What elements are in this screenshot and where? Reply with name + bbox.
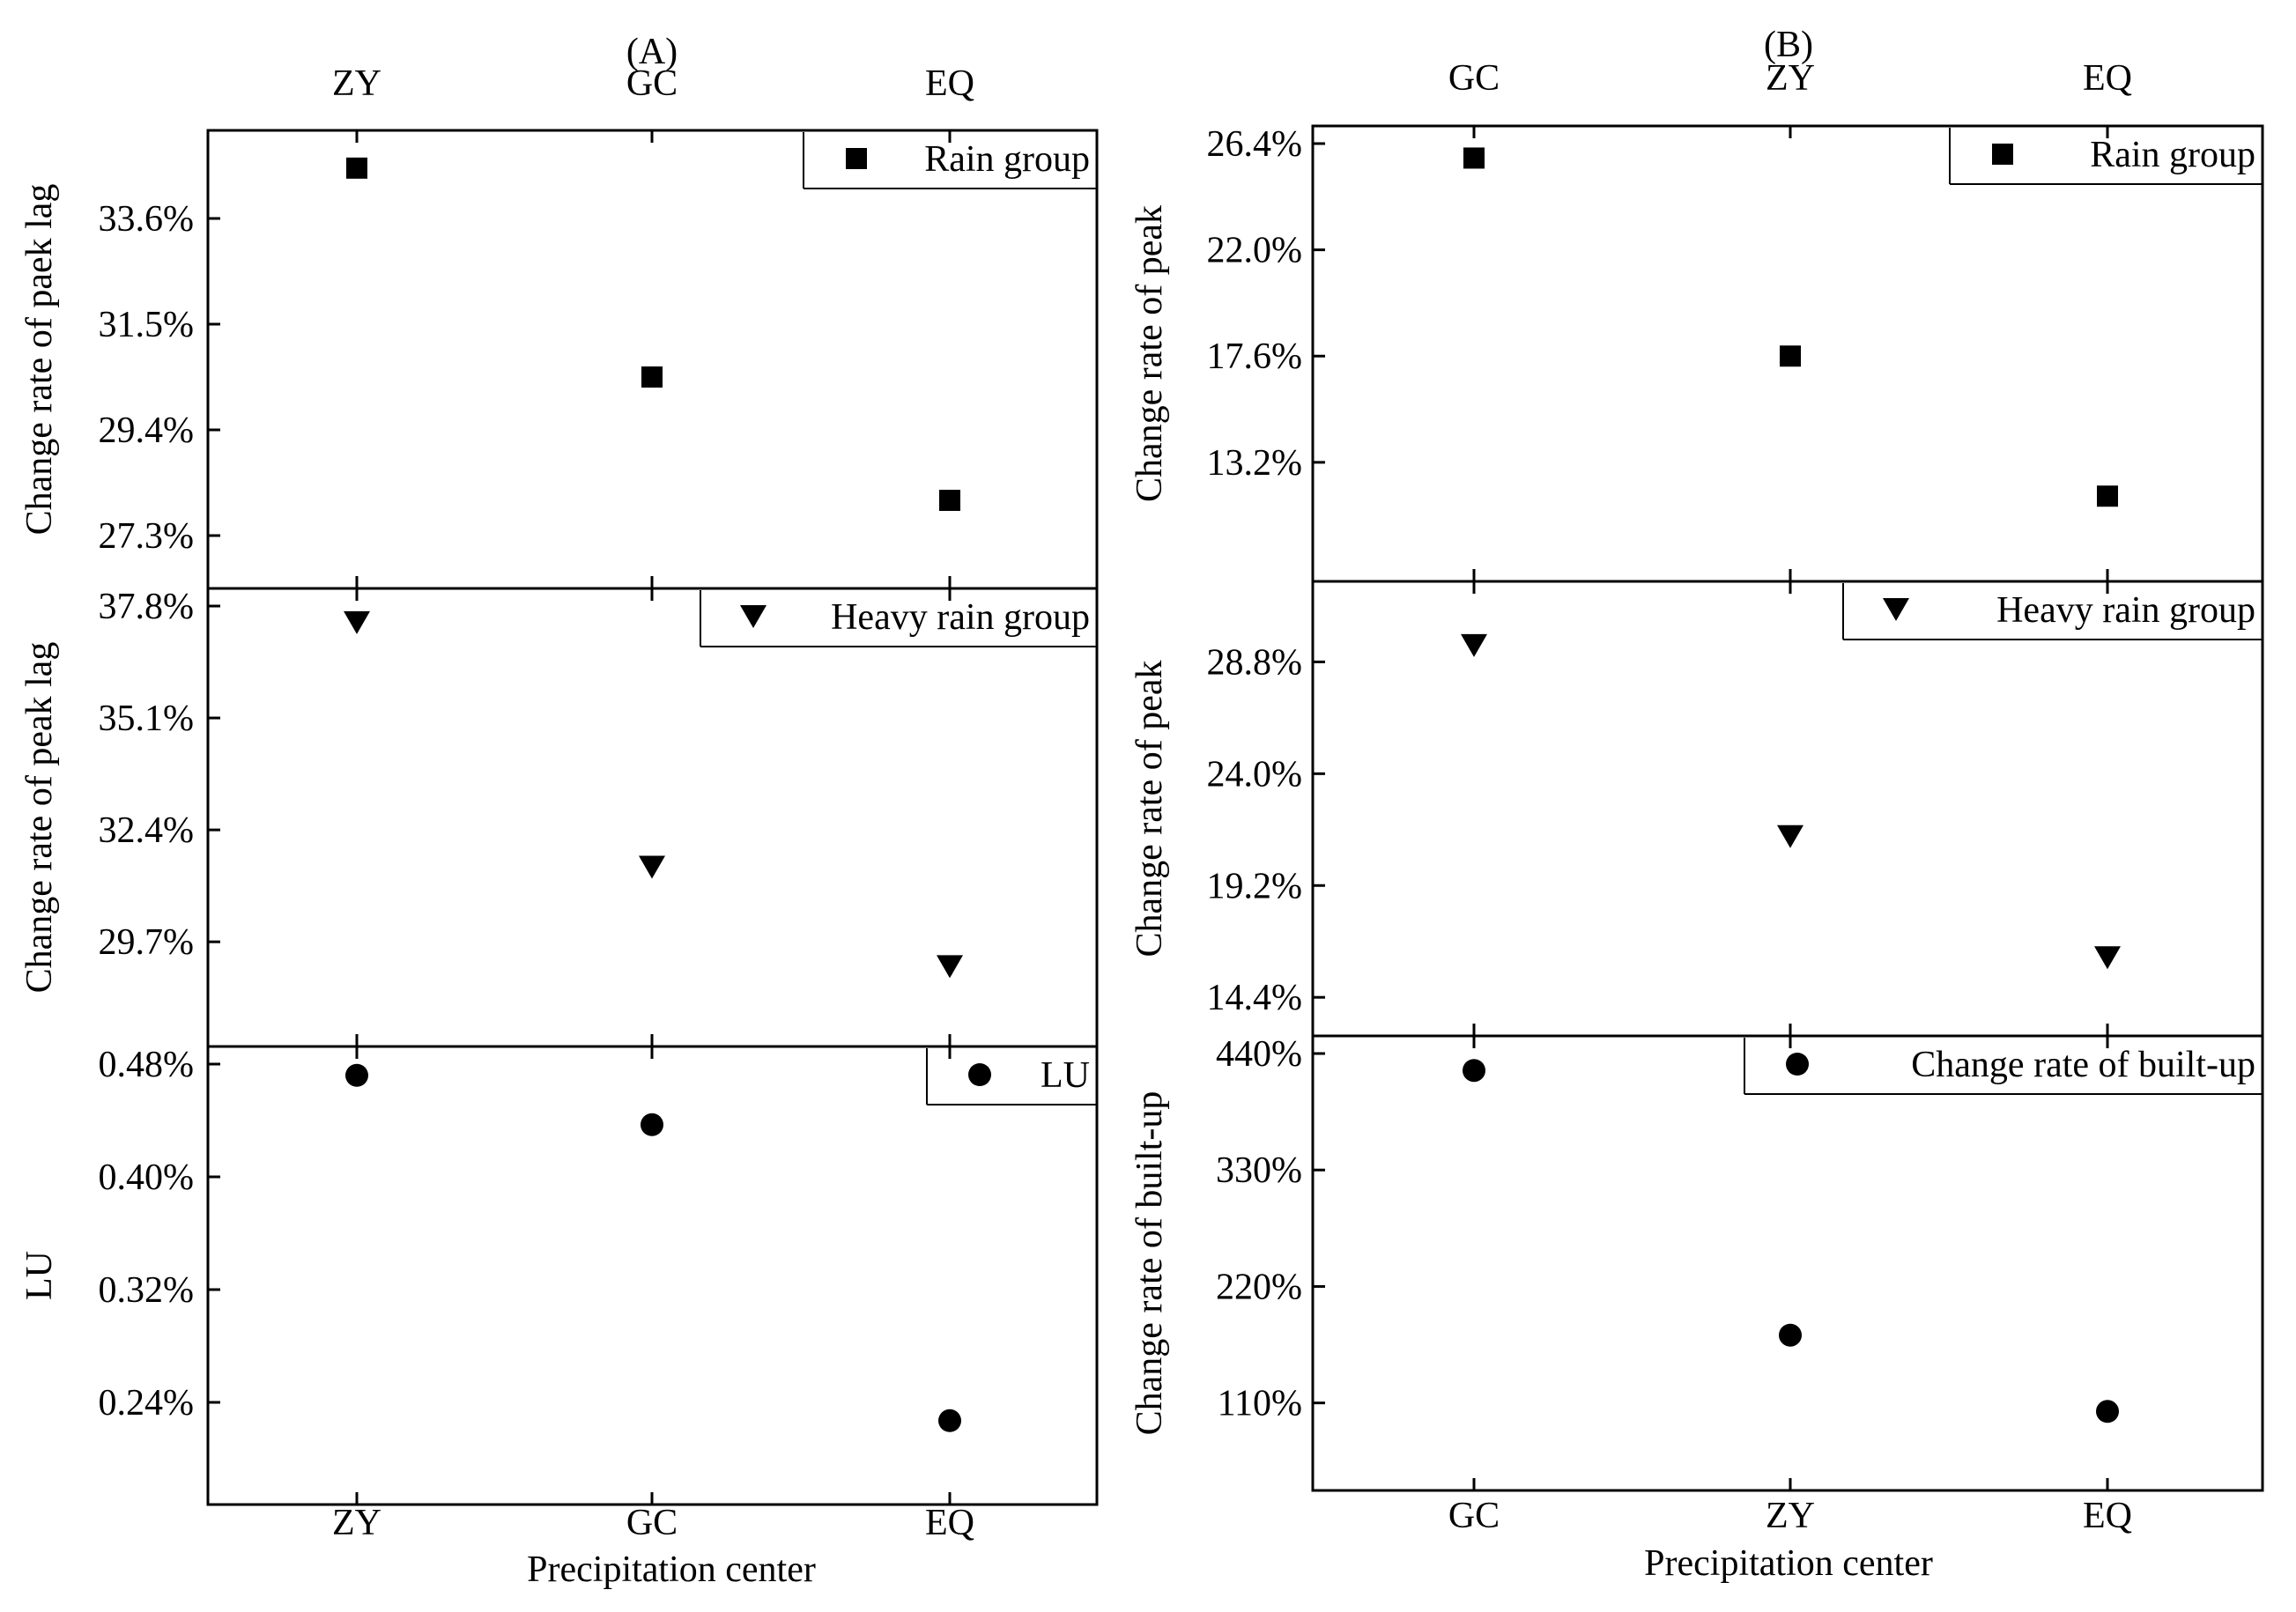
- pb1-ytick-label: 17.6%: [1207, 336, 1303, 377]
- pb1-point-gc: [1463, 147, 1485, 169]
- pa2-ytick-label: 37.8%: [99, 587, 195, 627]
- cat-bottom-1-eq: EQ: [2083, 1496, 2132, 1536]
- panel-tag-a: (A): [626, 32, 678, 72]
- pb3-ytick-label: 440%: [1216, 1034, 1302, 1075]
- pa1-ytick-label: 27.3%: [99, 516, 195, 557]
- pb3-point-eq: [2096, 1400, 2119, 1423]
- pb1-point-zy: [1780, 345, 1801, 367]
- pb1-ytick-label: 13.2%: [1207, 443, 1303, 484]
- pb3-legend-marker: [1786, 1053, 1809, 1076]
- pa3-point-eq: [938, 1409, 961, 1432]
- pa2-frame: [206, 587, 1099, 1048]
- cat-bottom-0-zy: ZY: [332, 1503, 381, 1543]
- cat-top-0-eq: EQ: [925, 63, 974, 104]
- pb2-ytick-label: 19.2%: [1207, 866, 1303, 906]
- pb3-point-zy: [1779, 1323, 1802, 1347]
- panel-tag-b: (B): [1764, 25, 1813, 65]
- cat-top-1-zy: ZY: [1766, 58, 1815, 99]
- cat-top-0-gc: GC: [626, 63, 678, 104]
- cat-top-1-gc: GC: [1448, 58, 1500, 99]
- cat-bottom-1-gc: GC: [1448, 1496, 1500, 1536]
- pa2-legend-marker: [740, 605, 767, 628]
- cat-bottom-1-zy: ZY: [1766, 1496, 1815, 1536]
- pa1-y-axis-title: Change rate of paek lag: [19, 184, 60, 536]
- pb3-ytick-label: 330%: [1216, 1150, 1302, 1191]
- pb3-legend-label: Change rate of built-up: [1911, 1045, 2255, 1085]
- pa1-ytick-label: 31.5%: [99, 305, 195, 345]
- pa1-frame: [206, 129, 1099, 590]
- pa3-y-axis-title: LU: [19, 1251, 60, 1300]
- pb2-point-eq: [2094, 946, 2121, 970]
- pb2-ytick-label: 24.0%: [1207, 754, 1303, 795]
- pa3-legend-marker: [968, 1063, 991, 1086]
- pb2-y-axis-title: Change rate of peak: [1129, 660, 1170, 957]
- pb2-legend-marker: [1883, 598, 1909, 621]
- pa3-ytick-label: 0.48%: [99, 1045, 195, 1085]
- cat-bottom-0-gc: GC: [626, 1503, 678, 1543]
- pb1-legend-label: Rain group: [2090, 135, 2255, 175]
- pa3-point-gc: [641, 1113, 663, 1136]
- pa3-ytick-label: 0.24%: [99, 1383, 195, 1423]
- pa3-ytick-label: 0.32%: [99, 1270, 195, 1311]
- pa2-ytick-label: 32.4%: [99, 810, 195, 851]
- pb1-ytick-label: 26.4%: [1207, 124, 1303, 165]
- pa3-legend-label: LU: [1041, 1055, 1090, 1096]
- pb1-legend-marker: [1992, 144, 2013, 165]
- pa1-point-eq: [939, 490, 960, 511]
- pa2-ytick-label: 35.1%: [99, 699, 195, 739]
- pb3-y-axis-title: Change rate of built-up: [1129, 1091, 1170, 1436]
- pb2-point-zy: [1777, 824, 1803, 848]
- pb3-point-gc: [1463, 1059, 1485, 1083]
- pb2-legend-label: Heavy rain group: [1996, 590, 2255, 631]
- pa3-point-zy: [345, 1063, 368, 1087]
- pb3-ytick-label: 220%: [1216, 1267, 1302, 1307]
- cat-top-0-zy: ZY: [332, 63, 381, 104]
- cat-bottom-0-eq: EQ: [925, 1503, 974, 1543]
- pb1-y-axis-title: Change rate of peak: [1129, 205, 1170, 502]
- pb2-ytick-label: 28.8%: [1207, 642, 1303, 683]
- pa1-ytick-label: 33.6%: [99, 199, 195, 240]
- x-axis-title-a: Precipitation center: [527, 1549, 816, 1590]
- pb3-ytick-label: 110%: [1218, 1384, 1302, 1424]
- pa2-point-gc: [639, 855, 665, 879]
- pa2-legend-label: Heavy rain group: [831, 597, 1090, 638]
- x-axis-title-b: Precipitation center: [1644, 1543, 1933, 1584]
- pa2-ytick-label: 29.7%: [99, 922, 195, 963]
- cat-top-1-eq: EQ: [2083, 58, 2132, 99]
- pa1-point-gc: [641, 366, 663, 388]
- pb3-frame: [1311, 1034, 2264, 1492]
- pb2-point-gc: [1461, 633, 1487, 657]
- chart-marks: [344, 147, 2121, 1432]
- pa1-ytick-label: 29.4%: [99, 410, 195, 451]
- pb1-point-eq: [2097, 485, 2118, 507]
- pa2-y-axis-title: Change rate of peak lag: [19, 642, 60, 994]
- pa2-point-zy: [344, 610, 370, 634]
- pa1-legend-marker: [846, 148, 867, 169]
- pb2-ytick-label: 14.4%: [1207, 978, 1303, 1018]
- pb2-frame: [1311, 580, 2264, 1038]
- panel-frames: 27.3% 29.4% 31.5% 33.6% Change rate of paek …: [19, 58, 2264, 1543]
- pa1-point-zy: [346, 157, 367, 179]
- pa1-legend-label: Rain group: [924, 139, 1090, 180]
- pa3-ytick-label: 0.40%: [99, 1157, 195, 1198]
- pb1-ytick-label: 22.0%: [1207, 231, 1303, 271]
- pa2-point-eq: [937, 955, 963, 979]
